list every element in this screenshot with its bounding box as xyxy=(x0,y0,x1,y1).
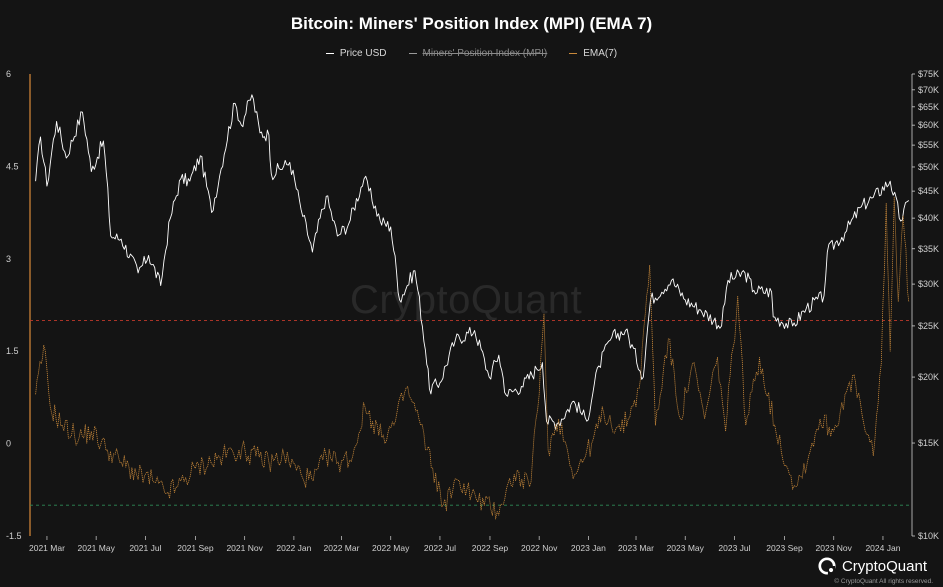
right-tick-label: $15K xyxy=(918,438,939,448)
x-tick-label: 2023 Mar xyxy=(618,543,654,553)
x-tick-label: 2023 Jul xyxy=(718,543,750,553)
x-tick-label: 2022 May xyxy=(372,543,410,553)
brand-name: CryptoQuant xyxy=(841,557,927,575)
x-tick-label: 2022 Jul xyxy=(424,543,456,553)
right-tick-label: $30K xyxy=(918,279,939,289)
right-tick-label: $70K xyxy=(918,85,939,95)
right-tick-label: $35K xyxy=(918,244,939,254)
series-layer xyxy=(35,94,910,520)
left-tick-label: 6 xyxy=(6,69,11,79)
x-tick-label: 2023 Sep xyxy=(766,543,803,553)
copyright-text: © CryptoQuant All rights reserved. xyxy=(834,578,933,585)
left-tick-label: 4.5 xyxy=(6,161,19,171)
x-tick-label: 2022 Nov xyxy=(521,543,558,553)
right-tick-label: $65K xyxy=(918,102,939,112)
chart-legend: Price USD Miners' Position Index (MPI) E… xyxy=(0,48,943,59)
series-line-ema7 xyxy=(35,196,910,520)
left-tick-label: 1.5 xyxy=(6,346,19,356)
right-tick-label: $20K xyxy=(918,372,939,382)
x-tick-label: 2021 Mar xyxy=(29,543,65,553)
right-axis: $75K $70K $65K $60K $55K $50K $45K $40K $35K $30K… xyxy=(911,69,939,541)
x-tick-label: 2022 Mar xyxy=(324,543,360,553)
watermark: CryptoQuant xyxy=(350,278,583,322)
right-tick-label: $45K xyxy=(918,186,939,196)
x-tick-label: 2023 Nov xyxy=(816,543,853,553)
x-tick-label: 2022 Jan xyxy=(276,543,311,553)
right-tick-label: $60K xyxy=(918,120,939,130)
brand-logo: CryptoQuant xyxy=(818,557,927,575)
legend-item-ema[interactable]: EMA(7) xyxy=(569,48,617,59)
left-tick-label: 0 xyxy=(6,439,11,449)
right-tick-label: $75K xyxy=(918,69,939,79)
x-tick-label: 2021 Jul xyxy=(129,543,161,553)
cryptoquant-logo-icon xyxy=(818,557,836,575)
x-tick-label: 2021 May xyxy=(77,543,115,553)
right-tick-label: $40K xyxy=(918,213,939,223)
x-tick-label: 2021 Nov xyxy=(226,543,263,553)
legend-label-price: Price USD xyxy=(339,48,387,59)
x-tick-label: 2023 Jan xyxy=(571,543,606,553)
threshold-lines xyxy=(30,319,912,506)
left-axis: 6 4.5 3 1.5 0 -1.5 xyxy=(6,69,31,541)
x-axis: 2021 Mar 2021 May 2021 Jul 2021 Sep 2021 Nov… xyxy=(29,536,901,553)
legend-label-ema: EMA(7) xyxy=(583,48,618,59)
right-tick-label: $50K xyxy=(918,162,939,172)
x-tick-label: 2022 Sep xyxy=(472,543,509,553)
legend-swatch-price xyxy=(325,53,334,54)
legend-swatch-ema xyxy=(569,53,578,54)
legend-item-price[interactable]: Price USD xyxy=(325,48,387,59)
series-line-price-usd xyxy=(35,94,910,430)
x-tick-label: 2023 May xyxy=(667,543,705,553)
legend-label-mpi: Miners' Position Index (MPI) xyxy=(422,48,548,59)
chart-title: Bitcoin: Miners' Position Index (MPI) (E… xyxy=(290,14,653,33)
left-tick-label: -1.5 xyxy=(6,531,22,541)
x-tick-label: 2024 Jan xyxy=(865,543,900,553)
right-tick-label: $10K xyxy=(918,531,939,541)
right-tick-label: $25K xyxy=(918,321,939,331)
legend-swatch-mpi xyxy=(408,53,417,54)
right-tick-label: $55K xyxy=(918,140,939,150)
x-tick-label: 2021 Sep xyxy=(177,543,214,553)
legend-item-mpi[interactable]: Miners' Position Index (MPI) xyxy=(408,48,548,59)
left-tick-label: 3 xyxy=(6,254,11,264)
